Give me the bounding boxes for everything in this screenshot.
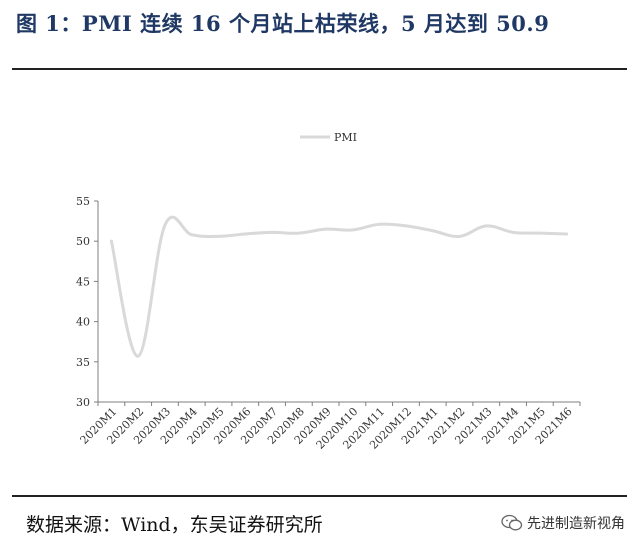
data-point [511,230,515,234]
data-point [270,230,274,234]
watermark-text: 先进制造新视角 [527,516,625,532]
legend-label: PMI [334,131,357,144]
y-tick-label: 55 [76,195,90,208]
data-point [109,239,113,243]
data-point [431,229,435,233]
series-line-pmi [109,215,569,358]
y-tick-label: 50 [76,235,90,248]
bottom-divider [12,495,627,497]
data-point [297,231,301,235]
data-point [565,232,569,236]
pmi-line-chart: PMI 30 35 40 45 50 55 2020M12020M22020M32020M… [76,131,581,452]
chart-legend: PMI [300,131,357,144]
data-point [377,222,381,226]
watermark: 先进制造新视角 [501,513,625,533]
y-tick-label: 30 [76,396,90,409]
data-point [324,227,328,231]
top-divider [12,68,627,70]
data-point [243,232,247,236]
data-point [458,234,461,238]
data-source-note: 数据来源：Wind，东吴证券研究所 [26,514,323,536]
data-point [136,354,140,358]
series-layer [109,215,569,358]
data-point [538,231,542,235]
y-tick-label: 40 [76,316,90,329]
data-point [190,233,194,237]
y-axis: 30 35 40 45 50 55 [76,195,99,409]
figure-title: 图 1：PMI 连续 16 个月站上枯荣线，5 月达到 50.9 [16,11,550,36]
data-point [163,223,167,227]
data-point [404,224,408,228]
data-point [484,224,488,228]
data-point [350,228,354,232]
data-point [217,234,220,238]
y-tick-label: 45 [76,275,90,288]
x-axis: 2020M12020M22020M32020M42020M52020M62020… [78,401,581,452]
y-tick-label: 35 [76,356,90,369]
wechat-icon [501,514,523,531]
